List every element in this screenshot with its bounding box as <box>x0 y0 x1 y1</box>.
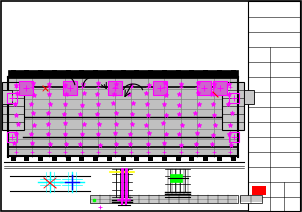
Bar <box>8 70 238 78</box>
Bar <box>66 72 70 76</box>
Bar <box>175 70 181 78</box>
Bar <box>63 81 77 95</box>
Bar <box>134 70 139 78</box>
Bar <box>203 72 208 76</box>
Bar <box>90 195 238 203</box>
Bar <box>217 157 222 161</box>
Bar <box>229 132 239 142</box>
Bar <box>79 70 84 78</box>
Bar <box>240 195 262 203</box>
Bar <box>213 81 227 95</box>
Bar <box>24 70 29 78</box>
Bar <box>189 157 194 161</box>
Bar <box>79 72 84 76</box>
Bar <box>52 72 57 76</box>
Bar <box>7 132 17 142</box>
Bar <box>11 70 15 78</box>
Bar <box>66 70 70 78</box>
Bar <box>148 157 153 161</box>
Bar <box>148 72 153 76</box>
Bar <box>24 157 29 161</box>
Bar <box>230 157 236 161</box>
Bar <box>52 157 57 161</box>
Bar <box>11 157 15 161</box>
Bar <box>175 72 181 76</box>
Bar <box>248 1 300 211</box>
Bar <box>170 174 182 182</box>
Bar <box>230 72 236 76</box>
Bar <box>244 90 254 104</box>
Bar <box>252 186 266 195</box>
Bar <box>2 90 12 104</box>
Bar <box>38 157 43 161</box>
Bar <box>162 72 167 76</box>
Bar <box>222 82 244 130</box>
Bar <box>7 93 17 103</box>
Bar <box>203 157 208 161</box>
Bar <box>120 157 126 161</box>
Bar <box>93 70 98 78</box>
Bar <box>79 157 84 161</box>
Bar <box>8 77 238 157</box>
Bar <box>93 157 98 161</box>
Bar <box>38 70 43 78</box>
Bar <box>11 72 15 76</box>
Bar <box>162 70 167 78</box>
Bar <box>203 70 208 78</box>
Bar <box>217 72 222 76</box>
Bar <box>120 72 126 76</box>
Bar <box>230 70 236 78</box>
Bar <box>134 157 139 161</box>
Bar <box>107 70 112 78</box>
Bar <box>229 93 239 103</box>
Bar <box>189 70 194 78</box>
Bar <box>38 72 43 76</box>
Bar <box>162 157 167 161</box>
Bar <box>197 81 211 95</box>
Bar <box>153 81 167 95</box>
Bar <box>108 81 122 95</box>
Bar <box>134 72 139 76</box>
Bar <box>93 72 98 76</box>
Bar <box>52 70 57 78</box>
Bar <box>19 81 33 95</box>
Bar <box>175 157 181 161</box>
Bar <box>66 157 70 161</box>
Bar <box>189 72 194 76</box>
Bar <box>107 72 112 76</box>
Bar <box>24 72 29 76</box>
Bar <box>120 70 126 78</box>
Bar <box>148 70 153 78</box>
Bar <box>107 157 112 161</box>
Bar <box>217 70 222 78</box>
Bar <box>2 82 24 130</box>
